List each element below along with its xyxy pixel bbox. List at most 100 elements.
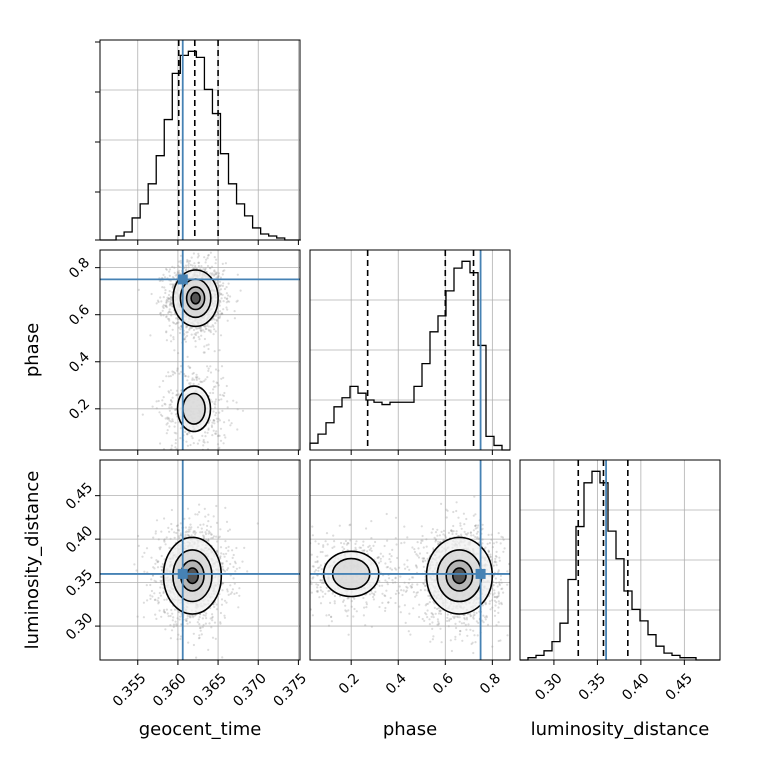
scatter-point	[431, 621, 434, 624]
scatter-point	[159, 586, 162, 589]
scatter-point	[153, 592, 156, 595]
scatter-point	[194, 531, 197, 534]
scatter-point	[160, 300, 163, 303]
scatter-point	[368, 544, 371, 547]
scatter-point	[246, 570, 249, 573]
scatter-point	[183, 338, 187, 341]
scatter-point	[158, 609, 161, 612]
scatter-point	[467, 623, 470, 626]
scatter-point	[217, 272, 221, 275]
scatter-point	[442, 533, 445, 536]
scatter-point	[154, 562, 157, 565]
scatter-point	[161, 279, 164, 282]
scatter-point	[175, 531, 178, 535]
scatter-point	[424, 559, 427, 562]
scatter-point	[161, 309, 164, 312]
scatter-point	[211, 421, 214, 424]
scatter-point	[466, 532, 470, 535]
scatter-point	[188, 327, 191, 330]
scatter-point	[439, 627, 442, 630]
scatter-point	[422, 582, 425, 586]
scatter-point	[463, 523, 466, 526]
scatter-point	[365, 606, 368, 609]
scatter-point	[495, 624, 498, 627]
scatter-point	[454, 635, 457, 639]
scatter-point	[179, 532, 182, 535]
scatter-point	[192, 382, 195, 385]
scatter-point	[495, 564, 498, 567]
scatter-point	[136, 615, 139, 618]
scatter-point	[160, 583, 163, 586]
scatter-point	[416, 591, 419, 594]
scatter-point	[395, 543, 398, 546]
scatter-point	[416, 583, 419, 586]
scatter-point	[320, 568, 323, 571]
scatter-point	[404, 590, 407, 593]
scatter-point	[163, 286, 166, 289]
scatter-point	[201, 434, 204, 437]
scatter-point	[163, 611, 166, 614]
scatter-point	[207, 328, 210, 331]
scatter-point	[481, 604, 484, 607]
scatter-point	[206, 376, 209, 379]
scatter-point	[214, 637, 217, 641]
scatter-point	[173, 431, 176, 434]
scatter-point	[228, 300, 231, 303]
scatter-point	[176, 321, 179, 324]
scatter-point	[213, 274, 216, 277]
scatter-point	[473, 634, 476, 637]
scatter-point	[169, 537, 172, 541]
scatter-point	[497, 570, 500, 573]
scatter-point	[169, 624, 172, 627]
scatter-point	[474, 524, 477, 528]
scatter-point	[190, 333, 193, 336]
scatter-point	[396, 556, 399, 560]
scatter-point	[187, 260, 190, 263]
scatter-point	[151, 595, 154, 598]
scatter-point	[225, 292, 228, 295]
scatter-point	[186, 355, 189, 358]
scatter-point	[184, 618, 187, 621]
scatter-point	[214, 322, 217, 325]
scatter-point	[502, 550, 505, 553]
scatter-point	[474, 527, 477, 530]
scatter-point	[213, 402, 216, 405]
scatter-point	[232, 565, 235, 569]
scatter-point	[216, 443, 220, 446]
scatter-point	[204, 378, 207, 381]
scatter-point	[491, 645, 494, 648]
scatter-point	[179, 637, 182, 641]
scatter-point	[494, 595, 497, 599]
scatter-point	[169, 296, 172, 299]
scatter-point	[497, 532, 500, 535]
scatter-point	[217, 316, 220, 319]
scatter-point	[186, 379, 189, 382]
scatter-point	[153, 567, 156, 570]
scatter-point	[174, 408, 177, 411]
scatter-point	[219, 301, 222, 304]
scatter-point	[191, 264, 194, 267]
scatter-point	[430, 615, 433, 618]
scatter-point	[366, 550, 369, 553]
scatter-point	[224, 540, 227, 543]
scatter-point	[217, 417, 220, 420]
scatter-point	[160, 568, 163, 572]
scatter-point	[215, 258, 218, 261]
scatter-point	[395, 568, 398, 571]
scatter-point	[177, 633, 180, 636]
scatter-point	[166, 612, 169, 615]
scatter-point	[196, 256, 199, 259]
scatter-point	[417, 556, 421, 559]
scatter-point	[215, 411, 218, 414]
scatter-point	[355, 548, 358, 551]
scatter-point	[232, 399, 235, 402]
scatter-point	[346, 597, 349, 600]
scatter-point	[459, 524, 462, 527]
scatter-point	[187, 375, 190, 378]
scatter-point	[220, 312, 223, 315]
scatter-point	[162, 314, 165, 317]
scatter-point	[187, 262, 190, 265]
scatter-point	[174, 322, 177, 326]
scatter-point	[311, 577, 314, 580]
scatter-point	[437, 620, 440, 623]
